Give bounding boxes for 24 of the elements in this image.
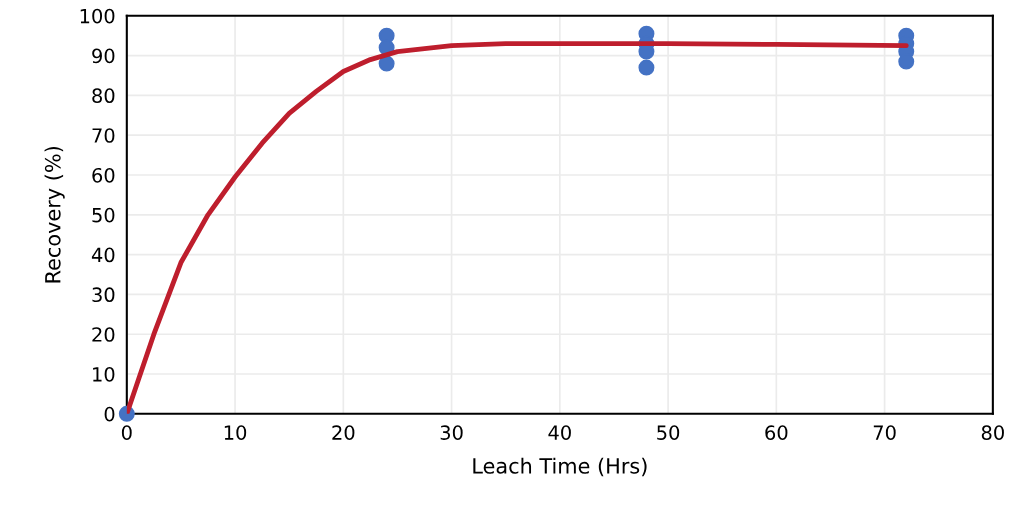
y-tick-label: 10 (93, 366, 115, 382)
y-tick-label: 100 (80, 8, 115, 24)
x-tick-label: 30 (440, 425, 463, 440)
y-tick-label: 30 (92, 287, 115, 303)
x-tick-label: 70 (873, 425, 896, 440)
x-tick-label: 50 (657, 425, 680, 440)
y-tick-label: 60 (92, 167, 115, 183)
y-axis-title: Recovery (%) (44, 146, 65, 283)
x-axis-title: Leach Time (Hrs) (473, 457, 647, 477)
x-tick-label: 80 (981, 425, 1004, 440)
y-tick-label: 20 (92, 327, 115, 342)
x-tick-label: 40 (548, 425, 571, 440)
point (638, 59, 655, 76)
point (378, 55, 395, 72)
y-tick-label: 70 (92, 128, 115, 143)
y-tick-label: 50 (92, 207, 115, 223)
x-tick-label: 60 (765, 425, 788, 440)
y-tick-label: 80 (92, 88, 115, 104)
x-tick-label: 20 (332, 425, 355, 440)
y-tick-label: 0 (104, 406, 115, 422)
x-tick-label: 10 (224, 425, 247, 440)
y-tick-label: 90 (92, 48, 115, 64)
y-tick-label: 40 (91, 247, 115, 263)
x-tick-label: 0 (121, 425, 132, 440)
